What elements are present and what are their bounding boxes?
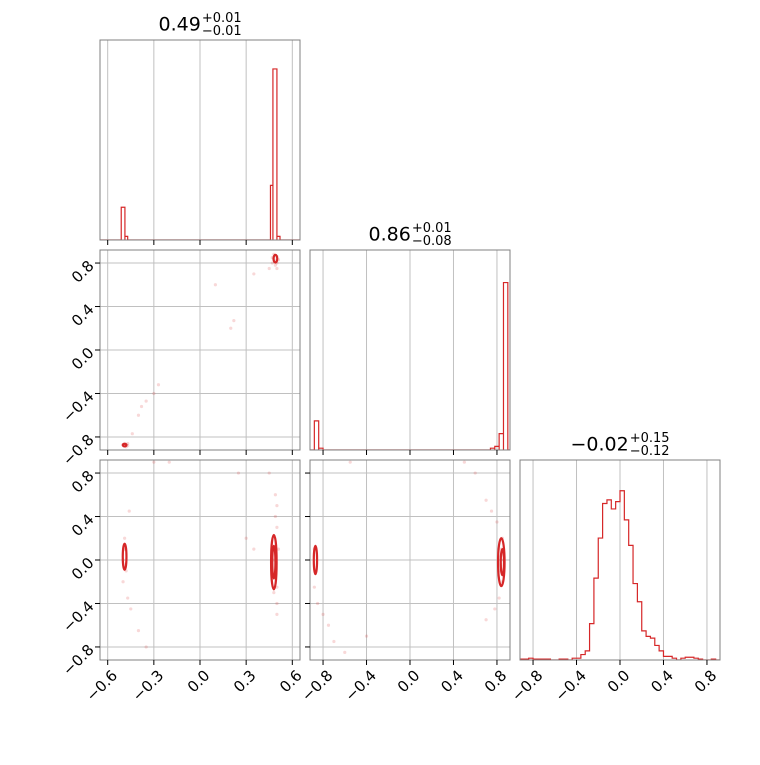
scatter-point-1-11: [167, 460, 171, 464]
scatter-point-2-12: [489, 509, 494, 513]
scatter-point-2-7: [343, 650, 347, 654]
scatter-point-2-9: [364, 634, 369, 638]
density-contour-0-1: [272, 253, 279, 264]
x-tick-label-p2-3: 0.4: [647, 666, 677, 696]
density-contour-1-1: [269, 533, 278, 591]
scatter-point-2-20: [473, 471, 477, 475]
scatter-point-2-17: [497, 596, 501, 600]
scatter-point-1-20: [276, 547, 281, 551]
scatter-point-1-17: [272, 591, 276, 595]
panel-title-param-0: 0.49 +0.01 −0.01: [158, 11, 242, 39]
x-tick-label-p2-4: 0.8: [691, 666, 721, 696]
scatter-point-1-6: [126, 596, 130, 600]
scatter-point-2-4: [321, 612, 325, 616]
histogram-line-0: [100, 68, 300, 240]
x-tick-label-p2-0: −0.8: [508, 666, 546, 704]
panel-title-param-2: −0.02 +0.15 −0.12: [570, 431, 670, 459]
density-contour-0-0: [121, 442, 128, 448]
scatter-point-0-13: [213, 283, 217, 287]
histogram-line-1: [310, 281, 510, 450]
y-tick-label-p1-1: −0.4: [59, 387, 97, 425]
x-tick-label-p1-4: 0.8: [481, 666, 511, 696]
y-tick-label-p2-0: −0.8: [59, 641, 97, 679]
scatter-point-1-23: [273, 493, 277, 497]
x-tick-label-p1-1: −0.4: [341, 666, 379, 704]
x-tick-label-p0-2: 0.0: [184, 666, 214, 696]
scatter-point-0-11: [156, 383, 161, 387]
scatter-point-2-8: [348, 460, 352, 464]
x-tick-label-p0-0: −0.6: [83, 666, 121, 704]
scatter-point-1-26: [252, 547, 256, 551]
scatter-point-2-2: [312, 585, 316, 589]
scatter-point-1-18: [275, 601, 279, 606]
scatter-point-0-9: [144, 399, 148, 403]
scatter-point-2-13: [495, 520, 499, 524]
y-tick-label-p1-2: 0.0: [68, 344, 98, 374]
histogram-line-2: [520, 490, 720, 660]
x-tick-label-p1-0: −0.8: [298, 666, 336, 704]
scatter-point-0-23: [273, 263, 277, 267]
scatter-point-0-12: [139, 404, 144, 409]
x-tick-label-p0-3: 0.3: [230, 666, 260, 696]
scatter-point-1-15: [273, 514, 277, 519]
scatter-point-2-10: [462, 460, 466, 464]
scatter-point-0-17: [267, 266, 271, 271]
scatter-point-2-19: [484, 618, 488, 622]
scatter-point-1-4: [123, 536, 127, 540]
scatter-point-1-10: [152, 460, 156, 464]
scatter-point-1-12: [236, 471, 241, 475]
scatter-point-1-13: [267, 471, 271, 475]
scatter-point-1-8: [136, 629, 141, 633]
density-contour-1-2: [271, 544, 277, 580]
y-tick-label-p1-4: 0.8: [68, 257, 98, 287]
scatter-point-0-15: [232, 319, 236, 323]
scatter-point-0-8: [136, 413, 141, 417]
scatter-point-2-5: [326, 623, 331, 627]
scatter-point-1-25: [244, 536, 248, 540]
scatter-point-0-14: [229, 326, 233, 330]
density-contour-2-0: [312, 544, 319, 576]
scatter-point-1-16: [275, 525, 279, 529]
y-tick-label-p2-2: 0.0: [68, 554, 98, 584]
panel-title-param-1: 0.86 +0.01 −0.08: [368, 221, 452, 249]
scatter-point-1-3: [121, 580, 125, 584]
scatter-point-0-26: [275, 266, 279, 271]
density-contour-1-0: [121, 542, 128, 571]
scatter-point-0-16: [252, 272, 256, 276]
scatter-point-2-18: [493, 607, 497, 611]
scatter-point-2-11: [484, 498, 488, 502]
scatter-point-2-6: [332, 639, 336, 644]
scatter-point-2-3: [316, 601, 320, 606]
x-tick-label-p0-1: −0.3: [129, 666, 167, 704]
y-tick-label-p2-3: 0.4: [68, 510, 98, 540]
x-tick-label-p2-2: 0.0: [604, 666, 634, 696]
scatter-point-0-7: [130, 432, 134, 436]
scatter-point-1-24: [275, 612, 279, 616]
scatter-point-1-5: [127, 509, 131, 513]
x-tick-label-p1-2: 0.0: [394, 666, 424, 696]
scatter-point-1-14: [275, 504, 279, 508]
y-tick-label-p1-3: 0.4: [68, 300, 98, 330]
x-tick-label-p2-1: −0.4: [551, 666, 589, 704]
y-tick-label-p2-1: −0.4: [59, 597, 97, 635]
x-tick-label-p1-3: 0.4: [437, 666, 467, 696]
density-contour-2-2: [499, 548, 506, 577]
y-tick-label-p2-4: 0.8: [68, 467, 98, 497]
scatter-point-0-10: [152, 391, 156, 396]
scatter-point-1-7: [129, 607, 133, 611]
scatter-point-1-9: [144, 645, 148, 649]
y-tick-label-p1-0: −0.8: [59, 431, 97, 469]
